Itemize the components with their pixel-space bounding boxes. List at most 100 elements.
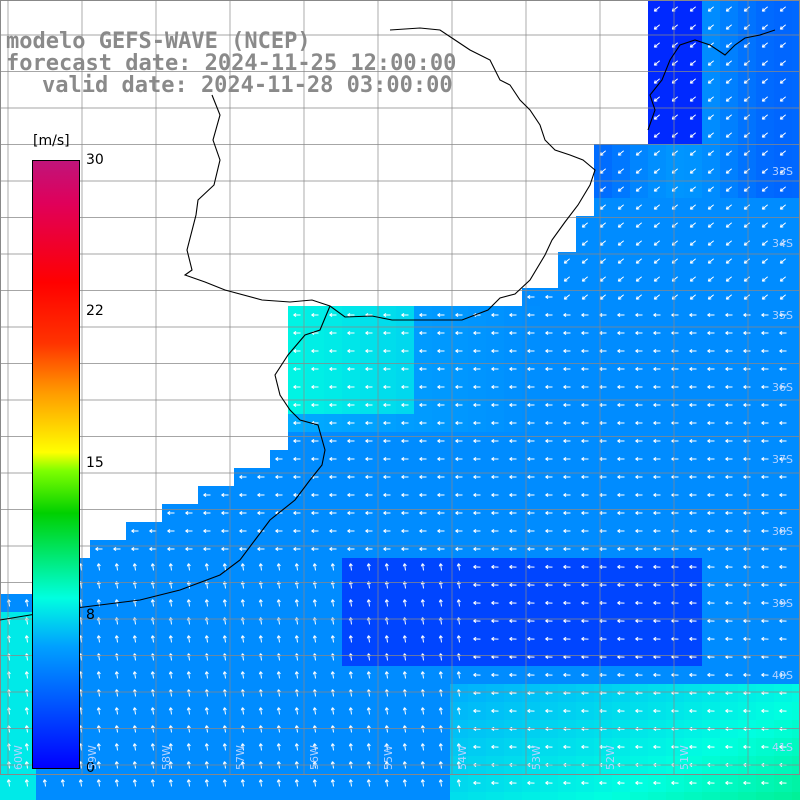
lat-label: 33S (772, 165, 793, 178)
wind-arrow (689, 114, 697, 120)
wind-arrow (527, 420, 535, 426)
wind-arrow (491, 582, 499, 587)
wind-arrow (689, 420, 697, 426)
wind-arrow (24, 671, 29, 679)
wind-arrow (383, 366, 391, 372)
wind-arrow (689, 222, 697, 228)
wind-arrow (293, 384, 301, 390)
wind-arrow (473, 438, 481, 444)
wind-cell (792, 144, 800, 163)
wind-arrow (761, 294, 769, 300)
wind-arrow (293, 456, 301, 462)
wind-arrow (581, 276, 589, 282)
wind-arrow (491, 384, 499, 390)
wind-arrow (509, 528, 517, 534)
wind-arrow (761, 420, 769, 426)
wind-cell (630, 792, 649, 800)
lat-label: 41S (772, 741, 793, 754)
wind-cell (252, 792, 271, 800)
wind-arrow (725, 258, 733, 264)
wind-arrow (293, 474, 301, 480)
wind-arrow (491, 366, 499, 372)
wind-arrow (635, 402, 643, 408)
wind-arrow (366, 635, 371, 643)
wind-arrow (150, 671, 155, 679)
wind-arrow (347, 420, 355, 426)
wind-arrow (348, 563, 353, 571)
wind-arrow (563, 456, 571, 462)
wind-arrow (455, 456, 463, 462)
wind-arrow (473, 546, 481, 552)
wind-arrow (401, 492, 409, 498)
wind-arrow (240, 671, 245, 679)
wind-arrow (509, 582, 517, 587)
wind-arrow (743, 330, 751, 336)
wind-arrow (653, 96, 661, 102)
wind-arrow (366, 671, 371, 679)
wind-arrow (456, 725, 461, 733)
wind-arrow (365, 474, 373, 480)
wind-arrow (761, 672, 769, 677)
wind-arrow (581, 528, 589, 534)
wind-arrow (527, 294, 535, 300)
wind-arrow (743, 240, 751, 246)
wind-cell (450, 792, 469, 800)
wind-arrow (779, 60, 787, 66)
wind-arrow (275, 528, 283, 534)
wind-arrow (366, 707, 371, 715)
wind-arrow (168, 779, 173, 787)
wind-arrow (491, 708, 499, 713)
wind-arrow (150, 635, 155, 643)
wind-arrow (258, 563, 263, 571)
wind-arrow (779, 24, 787, 30)
wind-arrow (384, 743, 389, 751)
wind-arrow (402, 635, 407, 643)
wind-arrow (6, 779, 11, 787)
wind-arrow (707, 564, 715, 569)
coastline-south (0, 305, 331, 621)
wind-arrow (293, 348, 301, 354)
wind-arrow (707, 150, 715, 156)
wind-cell (792, 774, 800, 793)
wind-arrow (671, 312, 679, 318)
wind-cell (702, 792, 721, 800)
wind-arrow (420, 599, 425, 607)
wind-arrow (617, 438, 625, 444)
wind-arrow (581, 672, 589, 677)
wind-arrow (257, 546, 265, 552)
wind-arrow (725, 456, 733, 462)
wind-cell (558, 792, 577, 800)
wind-arrow (509, 708, 517, 713)
wind-arrow (743, 366, 751, 372)
wind-arrow (401, 546, 409, 552)
wind-arrow (725, 402, 733, 408)
wind-arrow (276, 671, 281, 679)
wind-arrow (167, 528, 175, 534)
wind-arrow (743, 510, 751, 516)
wind-cell (792, 234, 800, 253)
wind-arrow (689, 708, 697, 713)
wind-arrow (545, 600, 553, 605)
wind-cell (486, 792, 505, 800)
wind-arrow (276, 563, 281, 571)
wind-arrow (599, 168, 607, 174)
wind-arrow (563, 348, 571, 354)
wind-arrow (330, 671, 335, 679)
wind-arrow (671, 474, 679, 480)
wind-arrow (743, 348, 751, 354)
wind-arrow (689, 366, 697, 372)
wind-arrow (761, 600, 769, 605)
wind-arrow (258, 671, 263, 679)
wind-arrow (114, 725, 119, 733)
wind-arrow (365, 402, 373, 408)
wind-arrow (635, 348, 643, 354)
wind-arrow (311, 348, 319, 354)
wind-arrow (581, 420, 589, 426)
wind-arrow (401, 330, 409, 336)
wind-arrow (761, 384, 769, 390)
wind-cell (792, 576, 800, 595)
wind-arrow (221, 528, 229, 534)
wind-arrow (186, 707, 191, 715)
wind-arrow (707, 672, 715, 677)
wind-cell (792, 288, 800, 307)
